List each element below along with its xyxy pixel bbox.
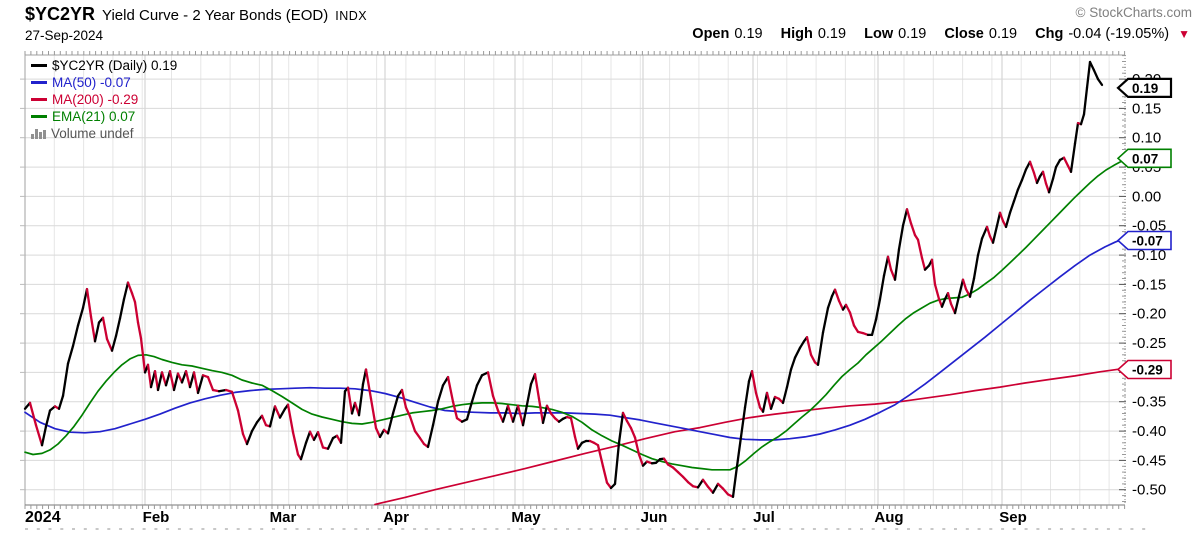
legend-item-volume: Volume undef (31, 125, 177, 142)
chart-date: 27-Sep-2024 (25, 28, 104, 43)
ema21-line-swatch (31, 115, 47, 118)
svg-text:0.10: 0.10 (1132, 130, 1161, 147)
chart-legend: $YC2YR (Daily) 0.19 MA(50) -0.07 MA(200)… (31, 57, 177, 142)
ma50-line-swatch (31, 81, 47, 84)
legend-item-ma200: MA(200) -0.29 (31, 91, 177, 108)
high-value: 0.19 (817, 26, 847, 42)
svg-text:0.00: 0.00 (1132, 188, 1161, 205)
chg-value: -0.04 (-19.05%) (1068, 26, 1170, 42)
change-down-triangle-icon: ▼ (1178, 27, 1190, 41)
quote-row: Open 0.19 High 0.19 Low 0.19 Close 0.19 Chg -… (678, 26, 1190, 42)
svg-text:-0.10: -0.10 (1132, 247, 1166, 264)
legend-item-ema21: EMA(21) 0.07 (31, 108, 177, 125)
legend-label: MA(50) -0.07 (52, 75, 131, 90)
open-label: Open (692, 26, 730, 42)
chart-title: Yield Curve - 2 Year Bonds (EOD) (102, 7, 329, 24)
svg-text:-0.45: -0.45 (1132, 452, 1166, 469)
svg-text:-0.29: -0.29 (1132, 363, 1163, 378)
svg-text:Jun: Jun (641, 509, 668, 526)
legend-item-ma50: MA(50) -0.07 (31, 74, 177, 91)
open-value: 0.19 (734, 26, 763, 42)
svg-text:-0.35: -0.35 (1132, 394, 1166, 411)
quote-close: Close 0.19 (944, 26, 1017, 42)
legend-item-price: $YC2YR (Daily) 0.19 (31, 57, 177, 74)
svg-text:-0.15: -0.15 (1132, 276, 1166, 293)
svg-text:-0.40: -0.40 (1132, 423, 1166, 440)
svg-text:-0.05: -0.05 (1132, 218, 1166, 235)
quote-change: Chg -0.04 (-19.05%) (1035, 26, 1169, 42)
svg-text:Aug: Aug (874, 509, 903, 526)
svg-text:May: May (511, 509, 541, 526)
svg-text:-0.25: -0.25 (1132, 335, 1166, 352)
quote-high: High 0.19 (781, 26, 846, 42)
svg-text:Feb: Feb (143, 509, 170, 526)
legend-label: $YC2YR (Daily) 0.19 (52, 58, 178, 73)
quote-low: Low 0.19 (864, 26, 926, 42)
legend-label: MA(200) -0.29 (52, 92, 139, 107)
ma200-line-swatch (31, 98, 47, 101)
svg-text:0.19: 0.19 (1132, 81, 1158, 96)
quote-open: Open 0.19 (692, 26, 762, 42)
svg-text:-0.50: -0.50 (1132, 482, 1166, 499)
volume-bars-icon (31, 128, 47, 139)
svg-text:0.15: 0.15 (1132, 100, 1161, 117)
stockcharts-copyright: © StockCharts.com (1075, 5, 1192, 20)
price-line-swatch (31, 64, 47, 67)
title-bar: $YC2YR Yield Curve - 2 Year Bonds (EOD) IN… (25, 4, 367, 25)
legend-label: EMA(21) 0.07 (52, 109, 136, 124)
svg-text:-0.20: -0.20 (1132, 306, 1166, 323)
exchange-label: INDX (335, 9, 368, 23)
chg-label: Chg (1035, 26, 1064, 42)
close-label: Close (944, 26, 984, 42)
ticker-symbol: $YC2YR (25, 4, 96, 24)
close-value: 0.19 (988, 26, 1018, 42)
high-label: High (780, 26, 813, 42)
svg-text:Apr: Apr (383, 509, 409, 526)
low-label: Low (864, 26, 894, 42)
svg-text:-0.07: -0.07 (1132, 234, 1163, 249)
legend-label: Volume undef (51, 126, 134, 141)
svg-text:Sep: Sep (999, 509, 1027, 526)
svg-text:Mar: Mar (270, 509, 297, 526)
svg-text:2024: 2024 (25, 509, 61, 526)
svg-text:0.07: 0.07 (1132, 151, 1158, 166)
low-value: 0.19 (898, 26, 927, 42)
svg-text:Jul: Jul (753, 509, 775, 526)
